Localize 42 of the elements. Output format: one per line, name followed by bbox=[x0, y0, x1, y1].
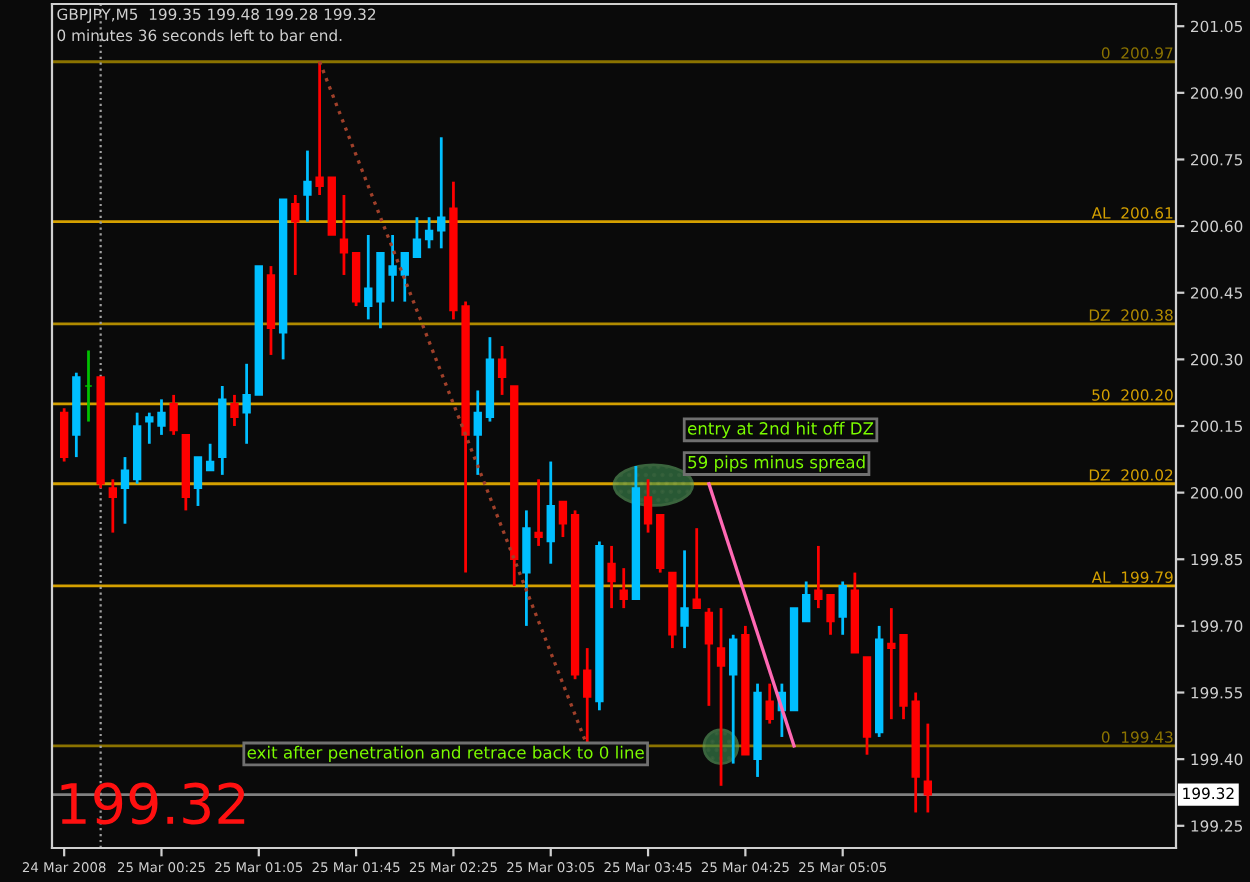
candlestick bbox=[108, 477, 118, 534]
candlestick bbox=[729, 633, 738, 765]
candlestick bbox=[205, 442, 215, 472]
candlestick bbox=[120, 455, 130, 526]
candlestick bbox=[242, 362, 251, 446]
candlestick bbox=[716, 606, 726, 788]
candlestick bbox=[400, 251, 409, 304]
candlestick bbox=[412, 215, 422, 259]
candlestick bbox=[497, 344, 507, 397]
candlestick bbox=[339, 193, 349, 277]
candlestick bbox=[364, 233, 373, 321]
candlestick bbox=[643, 477, 653, 534]
candlestick bbox=[802, 580, 811, 623]
annotation: entry at 2nd hit off DZ bbox=[687, 421, 874, 438]
candlestick bbox=[583, 646, 592, 748]
candlestick bbox=[145, 411, 154, 446]
candlestick bbox=[765, 682, 774, 726]
candlestick bbox=[680, 548, 689, 650]
candlestick bbox=[473, 389, 482, 477]
candlestick bbox=[704, 606, 714, 708]
candlestick bbox=[558, 500, 568, 539]
candlestick bbox=[838, 580, 847, 637]
candlestick bbox=[169, 393, 178, 437]
candlestick bbox=[157, 397, 166, 437]
candlestick bbox=[315, 60, 324, 197]
candlestick bbox=[546, 460, 555, 566]
candlestick bbox=[230, 393, 239, 428]
candlestick bbox=[534, 477, 543, 548]
candlestick bbox=[59, 406, 69, 463]
candlestick bbox=[607, 544, 616, 610]
candlestick bbox=[437, 135, 446, 250]
candlestick bbox=[923, 722, 933, 814]
candlestick bbox=[424, 215, 434, 250]
annotation: exit after penetration and retrace back to 0 line bbox=[247, 745, 644, 762]
candlestick bbox=[692, 526, 701, 610]
candlestick bbox=[291, 193, 300, 277]
candlestick bbox=[619, 566, 628, 610]
annotation: 59 pips minus spread bbox=[688, 455, 865, 472]
annotation: 199.32 bbox=[61, 782, 245, 825]
candlestick bbox=[303, 149, 312, 224]
candlestick bbox=[522, 509, 531, 628]
candlestick bbox=[193, 455, 203, 508]
